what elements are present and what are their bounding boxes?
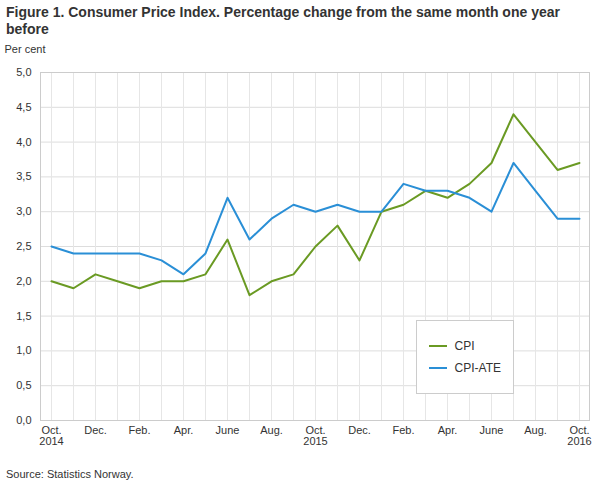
html-text:Figure 1. Consumer Price Index: Figure 1. Consumer Price Index. Percenta… — [6, 4, 560, 37]
html-text:Source: Statistics Norway.: Source: Statistics Norway. — [6, 468, 134, 480]
svg-text:June: June — [216, 424, 240, 436]
svg-text:Feb.: Feb. — [392, 424, 414, 436]
svg-text:Aug.: Aug. — [260, 424, 283, 436]
svg-text:2,0: 2,0 — [16, 275, 31, 287]
svg-text:3,5: 3,5 — [16, 170, 31, 182]
html-text:CPI-ATE: CPI-ATE — [454, 361, 501, 375]
svg-text:Oct.2014: Oct.2014 — [39, 424, 63, 447]
svg-text:Dec.: Dec. — [348, 424, 371, 436]
svg-text:June: June — [480, 424, 504, 436]
svg-text:Oct.2015: Oct.2015 — [303, 424, 327, 447]
svg-text:0,0: 0,0 — [16, 414, 31, 426]
svg-text:4,0: 4,0 — [16, 136, 31, 148]
svg-text:2,5: 2,5 — [16, 240, 31, 252]
svg-text:5,0: 5,0 — [16, 66, 31, 78]
svg-text:Per cent: Per cent — [5, 43, 46, 55]
svg-text:1,5: 1,5 — [16, 310, 31, 322]
svg-text:Apr.: Apr. — [438, 424, 458, 436]
svg-text:Oct.2016: Oct.2016 — [567, 424, 591, 447]
svg-text:Feb.: Feb. — [128, 424, 150, 436]
svg-text:3,0: 3,0 — [16, 205, 31, 217]
svg-text:Aug.: Aug. — [524, 424, 547, 436]
svg-text:Dec.: Dec. — [84, 424, 107, 436]
svg-text:1,0: 1,0 — [16, 344, 31, 356]
html-text:CPI: CPI — [454, 339, 475, 353]
svg-text:4,5: 4,5 — [16, 101, 31, 113]
svg-text:Apr.: Apr. — [174, 424, 194, 436]
svg-text:0,5: 0,5 — [16, 379, 31, 391]
